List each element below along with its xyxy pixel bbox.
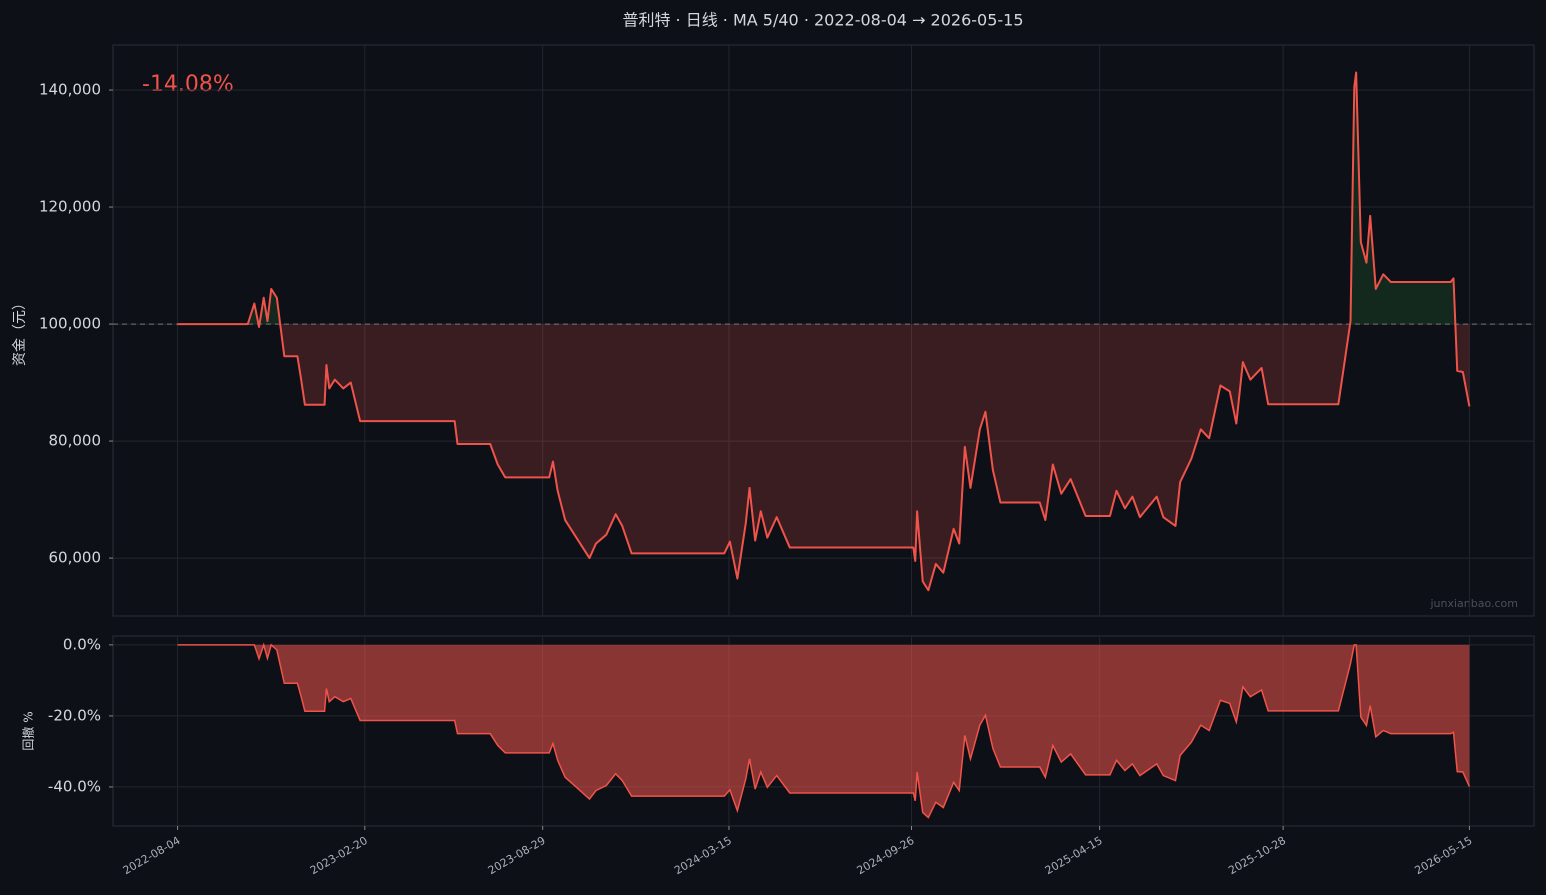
y-tick-label: -20.0%	[48, 706, 101, 724]
y-tick-label: -40.0%	[48, 777, 101, 795]
y-tick-label: 100,000	[39, 315, 101, 333]
y-tick-label: 120,000	[39, 198, 101, 216]
y-tick-label: 60,000	[49, 549, 102, 567]
y-axis-label: 回撤 %	[21, 711, 36, 750]
x-tick-label: 2024-03-15	[672, 834, 734, 877]
y-tick-label: 140,000	[39, 81, 101, 99]
chart-title: 普利特 · 日线 · MA 5/40 · 2022-08-04 → 2026-0…	[622, 11, 1023, 30]
plot-frame	[112, 635, 1535, 827]
equity-line	[177, 71, 1471, 592]
x-tick-label: 2025-04-15	[1043, 834, 1105, 877]
watermark: junxianbao.com	[1429, 597, 1518, 610]
x-tick-label: 2023-08-29	[486, 834, 548, 877]
x-tick-label: 2026-05-15	[1413, 834, 1475, 877]
return-annotation: -14.08%	[142, 72, 234, 97]
x-tick-label: 2022-08-04	[121, 834, 183, 877]
y-tick-label: 80,000	[49, 432, 102, 450]
y-axis-label: 资金（元）	[12, 296, 28, 366]
x-tick-label: 2024-09-26	[855, 834, 917, 877]
x-tick-label: 2023-02-20	[308, 834, 370, 877]
loss-area	[177, 324, 1470, 591]
drawdown-line	[177, 642, 1471, 819]
plot-frame	[112, 44, 1535, 617]
y-tick-label: 0.0%	[63, 635, 101, 653]
x-tick-label: 2025-10-28	[1226, 834, 1288, 877]
drawdown-area	[177, 644, 1470, 818]
